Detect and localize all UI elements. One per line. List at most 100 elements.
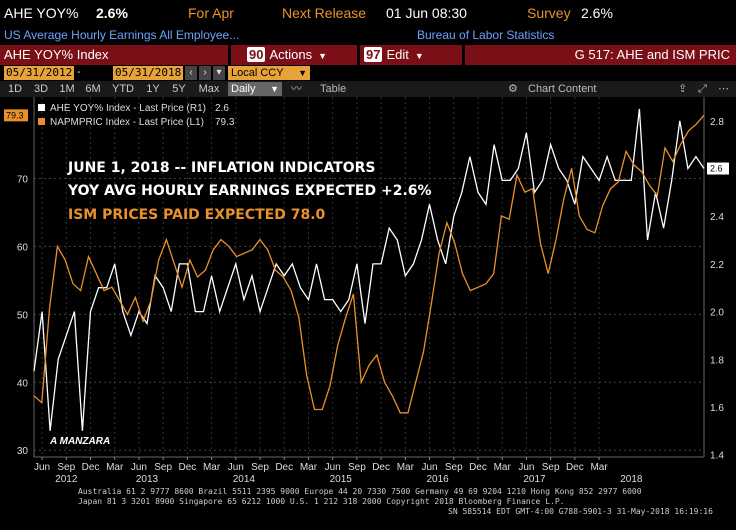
- right-tick-label: 1.8: [710, 355, 724, 366]
- dropdown-icon: ▼: [414, 51, 424, 61]
- right-last-value-tag: 2.6: [707, 162, 729, 175]
- x-month-label: Jun: [518, 462, 534, 473]
- x-year-label: 2016: [426, 474, 449, 485]
- legend-label-ism: NAPMPRIC Index - Last Price (L1): [50, 117, 204, 128]
- left-tick-label: 70: [17, 175, 29, 186]
- line-chart-icon[interactable]: 〰: [291, 83, 302, 95]
- page-title: G 517: AHE and ISM PRIC: [465, 45, 736, 65]
- left-tick-label: 60: [17, 242, 29, 253]
- x-month-label: Dec: [372, 462, 390, 473]
- annotation-ism: ISM PRICES PAID EXPECTED 78.0: [68, 207, 326, 223]
- edit-number: 97: [364, 47, 383, 62]
- watermark-signature: A MANZARA: [49, 436, 110, 447]
- series-lines: [33, 108, 705, 431]
- edit-menu[interactable]: 97 Edit ▼: [360, 45, 462, 65]
- range-ytd[interactable]: YTD: [112, 83, 134, 95]
- frequency-select[interactable]: Daily ▼: [228, 82, 282, 96]
- next-period-icon[interactable]: ›: [199, 66, 211, 80]
- period-label: For Apr: [188, 5, 234, 21]
- legend-value-ism: 79.3: [215, 117, 235, 128]
- chart-toolbar: 1D 3D 1M 6M YTD 1Y 5Y Max Daily ▼ 〰 Table…: [0, 81, 736, 97]
- x-month-label: Dec: [566, 462, 584, 473]
- x-month-label: Sep: [57, 462, 75, 473]
- x-month-label: Sep: [251, 462, 269, 473]
- right-tick-label: 1.4: [710, 451, 724, 462]
- x-month-label: Jun: [421, 462, 437, 473]
- x-year-label: 2014: [233, 474, 256, 485]
- range-1d[interactable]: 1D: [7, 83, 23, 95]
- right-tick-label: 2.4: [710, 212, 724, 223]
- ahe-series-line: [33, 108, 705, 431]
- left-last-value: 79.3: [6, 110, 24, 120]
- right-last-value: 2.6: [710, 164, 723, 174]
- next-release-value: 01 Jun 08:30: [386, 5, 467, 21]
- share-icon[interactable]: ⇪: [678, 83, 688, 95]
- chevron-down-icon: ▼: [298, 68, 307, 78]
- actions-number: 90: [247, 47, 266, 62]
- price-chart[interactable]: 30 40 50 60 70 1.4 1.6 1.8 2.0 2.2 2.4 2.6 2.8 Jun S…: [0, 97, 736, 486]
- ticker-header: AHE YOY% 2.6% For Apr Next Release 01 Ju…: [0, 0, 736, 27]
- x-year-label: 2018: [620, 474, 643, 485]
- start-date-field[interactable]: 05/31/2012: [4, 66, 74, 80]
- right-tick-label: 2.2: [710, 260, 724, 271]
- footer: Australia 61 2 9777 8600 Brazil 5511 239…: [0, 486, 736, 530]
- right-tick-label: 1.6: [710, 403, 724, 414]
- dropdown-icon: ▼: [318, 51, 328, 61]
- x-month-label: Mar: [203, 462, 221, 473]
- legend: AHE YOY% Index - Last Price (R1) 2.6 NAP…: [38, 103, 235, 128]
- x-month-label: Mar: [590, 462, 608, 473]
- x-month-label: Dec: [275, 462, 293, 473]
- range-6m[interactable]: 6M: [85, 83, 101, 95]
- currency-select[interactable]: Local CCY ▼: [228, 66, 310, 80]
- expand-icon[interactable]: ⤢: [698, 83, 707, 95]
- edit-label: Edit: [386, 47, 409, 62]
- survey-label: Survey: [527, 5, 571, 21]
- x-year-label: 2013: [136, 474, 159, 485]
- x-year-label: 2015: [330, 474, 353, 485]
- chart-grid: [33, 97, 705, 458]
- security-description: US Average Hourly Earnings All Employee.…: [4, 28, 240, 42]
- actions-menu[interactable]: 90 Actions ▼: [231, 45, 357, 65]
- x-month-label: Sep: [154, 462, 172, 473]
- x-month-label: Dec: [469, 462, 487, 473]
- end-date-field[interactable]: 05/31/2018: [113, 66, 183, 80]
- x-year-label: 2012: [55, 474, 78, 485]
- x-month-label: Dec: [178, 462, 196, 473]
- description-row: US Average Hourly Earnings All Employee.…: [0, 27, 736, 45]
- range-max[interactable]: Max: [198, 83, 220, 95]
- ticker-symbol: AHE YOY%: [4, 5, 79, 21]
- data-source: Bureau of Labor Statistics: [417, 28, 555, 42]
- footer-contacts-2: Japan 81 3 3201 8900 Singapore 65 6212 1…: [78, 497, 565, 506]
- date-range-bar: 05/31/2012 - 05/31/2018 ‹ › ▾ Local CCY ▼: [0, 65, 736, 81]
- frequency-value: Daily: [231, 83, 256, 95]
- footer-session: SN 585514 EDT GMT-4:00 G788-5901-3 31-Ma…: [448, 507, 713, 516]
- more-options-icon[interactable]: ⋯: [718, 83, 729, 95]
- currency-value: Local CCY: [231, 67, 284, 79]
- x-month-label: Jun: [325, 462, 341, 473]
- range-1m[interactable]: 1M: [59, 83, 75, 95]
- table-button[interactable]: Table: [320, 83, 347, 95]
- x-month-label: Jun: [34, 462, 50, 473]
- prev-period-icon[interactable]: ‹: [185, 66, 197, 80]
- chart-content-button[interactable]: Chart Content: [528, 83, 597, 95]
- gear-icon[interactable]: ⚙: [508, 83, 518, 95]
- legend-value-ahe: 2.6: [215, 103, 229, 114]
- right-tick-label: 2.8: [710, 117, 724, 128]
- annotation-title: JUNE 1, 2018 -- INFLATION INDICATORS: [67, 160, 376, 176]
- actions-label: Actions: [269, 47, 313, 62]
- annotation-ahe: YOY AVG HOURLY EARNINGS EXPECTED +2.6%: [67, 183, 432, 199]
- date-separator: -: [77, 66, 81, 78]
- x-year-label: 2017: [523, 474, 546, 485]
- legend-swatch-ism: [38, 118, 45, 125]
- range-1y[interactable]: 1Y: [146, 83, 160, 95]
- x-month-label: Sep: [348, 462, 366, 473]
- range-5y[interactable]: 5Y: [172, 83, 186, 95]
- range-3d[interactable]: 3D: [33, 83, 49, 95]
- x-month-label: Mar: [106, 462, 124, 473]
- left-tick-label: 40: [17, 378, 29, 389]
- left-tick-label: 30: [17, 446, 29, 457]
- left-last-value-tag: 79.3: [4, 109, 28, 122]
- security-field[interactable]: AHE YOY% Index: [0, 45, 228, 65]
- x-month-label: Dec: [82, 462, 100, 473]
- date-range-dropdown-icon[interactable]: ▾: [213, 66, 225, 80]
